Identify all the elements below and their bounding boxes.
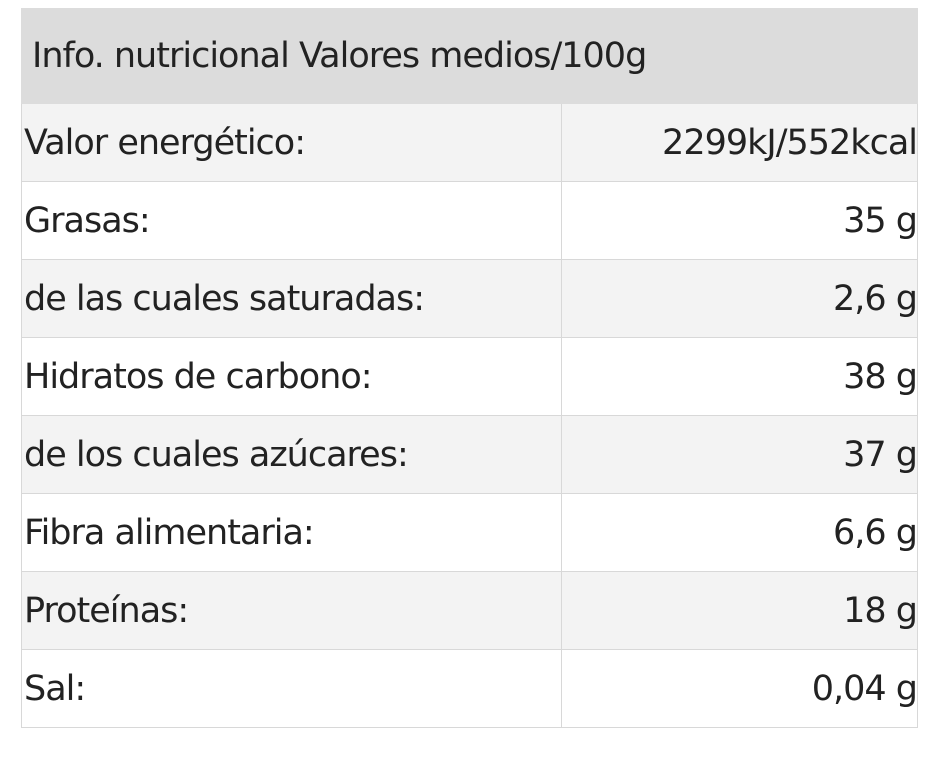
- table-row: Sal: 0,04 g: [21, 649, 918, 728]
- table-row: Valor energético: 2299kJ/552kcal: [21, 103, 918, 182]
- nutrient-value: 37 g: [561, 415, 918, 494]
- table-row: Fibra alimentaria: 6,6 g: [21, 493, 918, 572]
- table-row: de las cuales saturadas: 2,6 g: [21, 259, 918, 338]
- nutrient-name: Proteínas:: [21, 571, 562, 650]
- table-row: Proteínas: 18 g: [21, 571, 918, 650]
- nutrient-value: 2,6 g: [561, 259, 918, 338]
- nutrient-value: 35 g: [561, 181, 918, 260]
- nutrient-value: 6,6 g: [561, 493, 918, 572]
- table-row: de los cuales azúcares: 37 g: [21, 415, 918, 494]
- table-row: Hidratos de carbono: 38 g: [21, 337, 918, 416]
- nutrient-name: de las cuales saturadas:: [21, 259, 562, 338]
- nutrient-name: Hidratos de carbono:: [21, 337, 562, 416]
- nutrient-name: Sal:: [21, 649, 562, 728]
- nutrient-name: Fibra alimentaria:: [21, 493, 562, 572]
- nutrient-name: Valor energético:: [21, 103, 562, 182]
- table-row: Grasas: 35 g: [21, 181, 918, 260]
- nutrient-name: de los cuales azúcares:: [21, 415, 562, 494]
- nutrient-value: 38 g: [561, 337, 918, 416]
- nutrient-value: 2299kJ/552kcal: [561, 103, 918, 182]
- nutrient-value: 18 g: [561, 571, 918, 650]
- nutrient-name: Grasas:: [21, 181, 562, 260]
- nutrient-value: 0,04 g: [561, 649, 918, 728]
- table-header: Info. nutricional Valores medios/100g: [21, 8, 918, 104]
- nutrition-table: Info. nutricional Valores medios/100g Va…: [21, 8, 918, 728]
